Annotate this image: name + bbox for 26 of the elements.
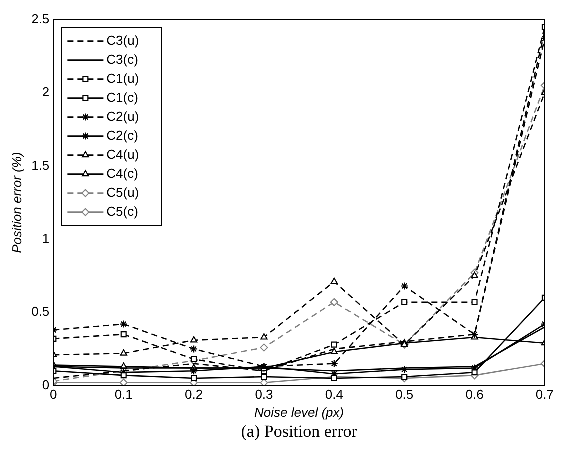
legend-label: C5(c) [106, 204, 138, 219]
legend-label: C2(u) [106, 108, 140, 124]
legend-label: C2(c) [106, 128, 138, 143]
legend-label: C1(c) [106, 90, 138, 105]
x-tick-label: 0.1 [114, 387, 133, 402]
y-tick-label: 0 [42, 377, 50, 392]
y-tick-label: 2.5 [32, 11, 50, 26]
x-tick-label: 0.2 [185, 387, 204, 402]
y-tick-label: 1.5 [32, 158, 50, 173]
x-tick-label: 0.7 [536, 387, 554, 402]
x-tick-label: 0.4 [325, 387, 344, 402]
legend-label: C4(u) [106, 146, 140, 162]
x-tick-label: 0.5 [396, 387, 414, 402]
x-axis-title: Noise level (px) [254, 404, 344, 420]
legend-label: C4(c) [106, 166, 138, 181]
legend-label: C3(u) [106, 32, 140, 48]
text: (a) Position error [241, 422, 358, 441]
legend-label: C1(u) [106, 70, 140, 86]
y-axis-title: Position error (%) [9, 152, 24, 254]
legend-label: C5(u) [106, 184, 140, 200]
y-tick-label: 1 [42, 230, 50, 246]
legend-label: C3(c) [106, 52, 138, 67]
x-tick-label: 0.3 [255, 387, 274, 402]
y-tick-label: 0.5 [32, 304, 50, 320]
x-tick-label: 0.6 [466, 387, 484, 402]
y-tick-label: 2 [42, 84, 50, 100]
